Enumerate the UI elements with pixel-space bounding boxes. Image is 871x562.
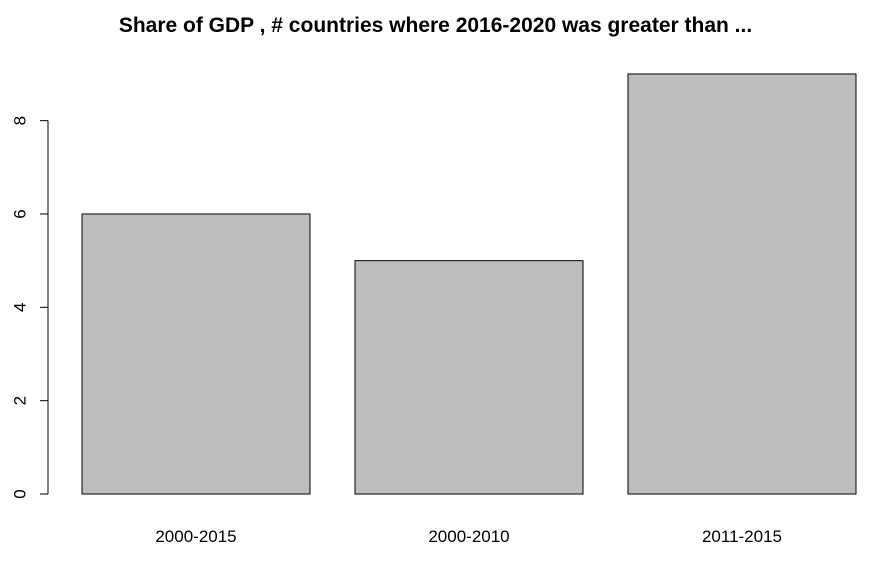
x-tick-label: 2000-2010 <box>428 527 509 546</box>
chart-title: Share of GDP , # countries where 2016-20… <box>118 14 753 37</box>
bars-group <box>81 73 857 495</box>
x-tick-label: 2000-2015 <box>155 527 236 546</box>
bar-2011-2015 <box>627 73 857 495</box>
bar-2000-2015 <box>81 213 311 495</box>
y-tick-label: 4 <box>11 303 30 312</box>
bar-2000-2010 <box>354 260 584 495</box>
y-tick-label: 8 <box>11 116 30 125</box>
x-axis-labels: 2000-2015 2000-2010 2011-2015 <box>155 527 782 546</box>
y-tick-label: 6 <box>11 209 30 218</box>
x-tick-label: 2011-2015 <box>702 527 782 546</box>
y-tick-label: 0 <box>11 489 30 498</box>
y-tick-label: 2 <box>11 396 30 405</box>
y-axis: 0 2 4 6 8 <box>11 116 49 499</box>
